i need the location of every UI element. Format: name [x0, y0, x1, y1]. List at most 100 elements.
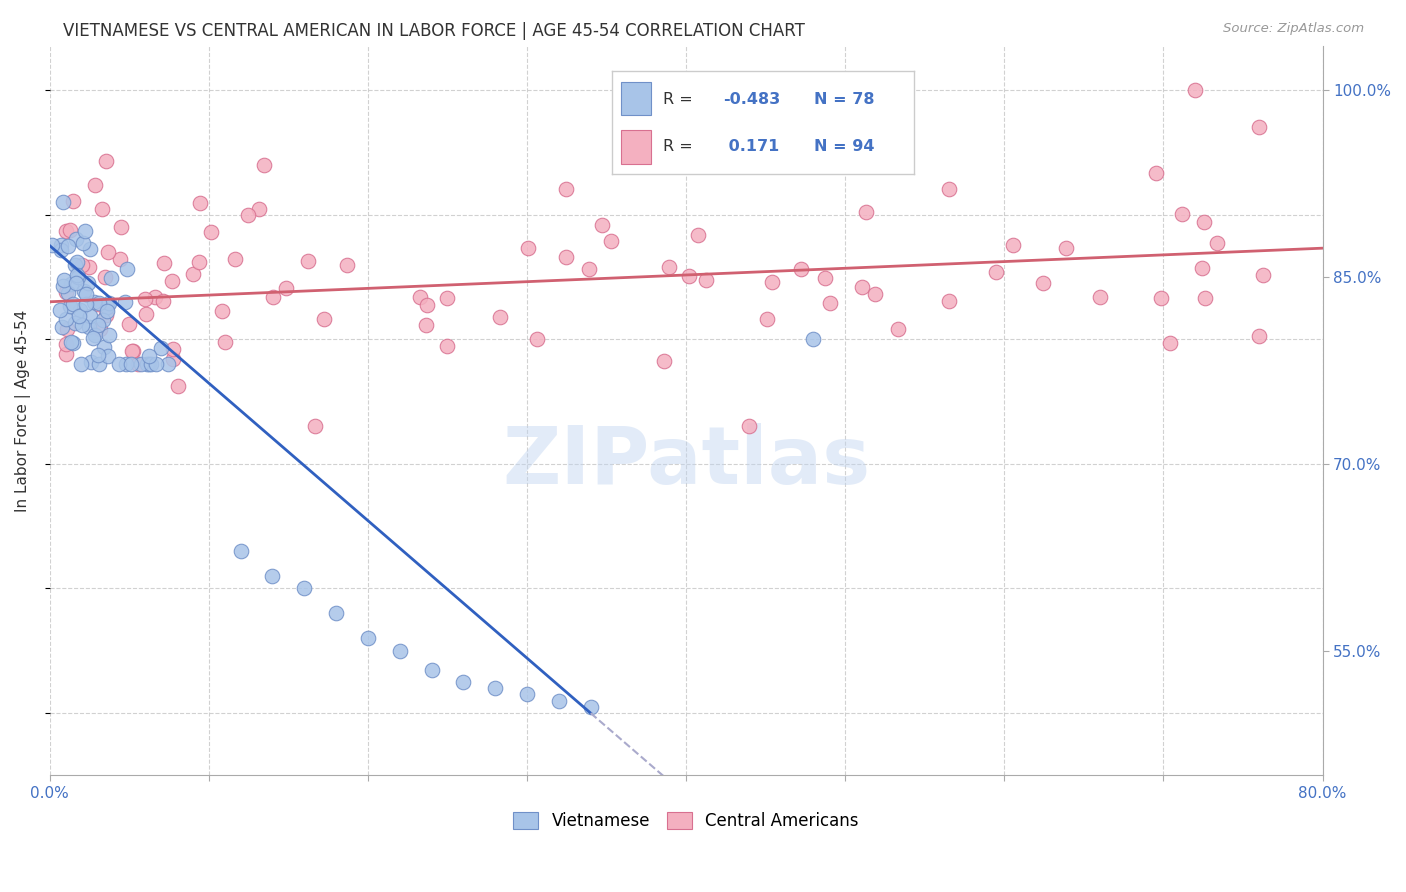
Point — [755, 311, 778, 326]
Text: Source: ZipAtlas.com: Source: ZipAtlas.com — [1223, 22, 1364, 36]
Point — [1249, 329, 1271, 343]
Point — [1247, 120, 1270, 135]
Point — [388, 644, 411, 658]
Point — [938, 293, 960, 308]
Point — [737, 419, 759, 434]
Point — [678, 269, 700, 284]
Point — [70, 357, 93, 371]
Point — [554, 250, 576, 264]
Point — [420, 663, 443, 677]
Point — [1194, 291, 1216, 305]
Point — [304, 419, 326, 434]
Point — [79, 354, 101, 368]
Point — [69, 302, 91, 317]
Point — [96, 304, 118, 318]
Point — [87, 296, 110, 310]
Point — [100, 271, 122, 285]
Point — [247, 202, 270, 217]
Point — [167, 378, 190, 392]
Point — [517, 241, 540, 255]
Point — [66, 268, 89, 282]
Point — [1192, 215, 1215, 229]
Point — [83, 295, 105, 310]
Point — [52, 195, 75, 210]
Bar — [620, 81, 651, 115]
Point — [79, 319, 101, 334]
Legend: Vietnamese, Central Americans: Vietnamese, Central Americans — [506, 805, 866, 837]
Text: R =: R = — [664, 92, 697, 106]
Point — [55, 336, 77, 351]
Point — [803, 332, 825, 346]
Point — [41, 238, 63, 252]
Point — [578, 262, 600, 277]
Point — [1159, 335, 1181, 350]
Point — [297, 253, 319, 268]
Point — [160, 274, 183, 288]
Point — [75, 297, 97, 311]
Point — [135, 308, 157, 322]
Point — [115, 357, 138, 371]
Point — [120, 357, 142, 371]
Point — [89, 357, 111, 371]
Point — [262, 290, 284, 304]
Text: N = 78: N = 78 — [814, 92, 875, 106]
Point — [62, 336, 84, 351]
Point — [138, 349, 160, 363]
Point — [484, 681, 506, 696]
Point — [77, 276, 100, 290]
Point — [121, 343, 143, 358]
Point — [127, 357, 149, 371]
Point — [145, 357, 167, 371]
Point — [526, 332, 548, 346]
Point — [59, 223, 82, 237]
Point — [79, 309, 101, 323]
Point — [1054, 242, 1077, 256]
Point — [181, 267, 204, 281]
Point — [695, 273, 717, 287]
Point — [70, 258, 93, 272]
Text: R =: R = — [664, 139, 703, 154]
Text: -0.483: -0.483 — [724, 92, 780, 106]
Point — [938, 182, 960, 196]
Point — [314, 312, 336, 326]
Point — [652, 354, 675, 368]
Point — [97, 349, 120, 363]
Point — [554, 182, 576, 196]
Point — [77, 260, 100, 274]
Point — [82, 331, 104, 345]
Point — [56, 285, 79, 300]
Point — [84, 327, 107, 342]
Point — [1206, 236, 1229, 251]
Point — [790, 262, 813, 277]
Point — [56, 238, 79, 252]
Point — [87, 318, 110, 332]
Point — [62, 296, 84, 310]
Point — [65, 258, 87, 272]
Point — [547, 694, 569, 708]
Point — [129, 357, 152, 371]
Point — [55, 224, 77, 238]
Point — [118, 317, 141, 331]
Point — [292, 582, 315, 596]
Point — [110, 252, 132, 266]
Point — [72, 285, 94, 299]
Point — [149, 341, 172, 355]
Point — [108, 357, 131, 371]
Point — [1171, 207, 1194, 221]
Point — [211, 304, 233, 318]
Point — [162, 342, 184, 356]
Point — [49, 243, 72, 257]
Point — [62, 194, 84, 208]
Point — [188, 195, 211, 210]
Point — [157, 357, 180, 371]
Point — [357, 632, 380, 646]
Point — [110, 220, 132, 235]
Point — [59, 299, 82, 313]
Point — [188, 254, 211, 268]
Point — [453, 675, 475, 690]
Point — [162, 351, 184, 366]
Point — [579, 700, 602, 714]
Point — [436, 339, 458, 353]
Point — [229, 544, 252, 558]
Point — [115, 261, 138, 276]
